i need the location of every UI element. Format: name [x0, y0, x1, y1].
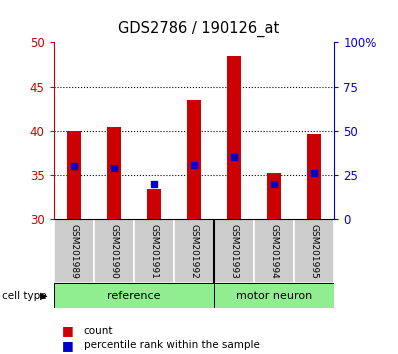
Bar — [67, 131, 81, 219]
Bar — [107, 126, 121, 219]
Bar — [307, 133, 321, 219]
Bar — [267, 172, 281, 219]
Text: cell type: cell type — [2, 291, 47, 301]
Bar — [227, 56, 241, 219]
Bar — [214, 283, 334, 308]
Text: GDS2786 / 190126_at: GDS2786 / 190126_at — [118, 21, 280, 37]
Text: motor neuron: motor neuron — [236, 291, 312, 301]
Text: count: count — [84, 326, 113, 336]
Bar — [54, 219, 94, 283]
Text: GSM201989: GSM201989 — [69, 224, 78, 279]
Text: GSM201995: GSM201995 — [310, 224, 319, 279]
Bar — [54, 283, 214, 308]
Text: ▶: ▶ — [40, 291, 47, 301]
Bar — [214, 219, 254, 283]
Bar — [294, 219, 334, 283]
Bar — [147, 188, 161, 219]
Text: GSM201992: GSM201992 — [189, 224, 199, 279]
Text: GSM201991: GSM201991 — [149, 224, 158, 279]
Text: ■: ■ — [62, 325, 74, 337]
Text: GSM201990: GSM201990 — [109, 224, 118, 279]
Bar — [94, 219, 134, 283]
Bar — [174, 219, 214, 283]
Bar — [134, 219, 174, 283]
Text: GSM201993: GSM201993 — [230, 224, 239, 279]
Bar — [187, 100, 201, 219]
Text: percentile rank within the sample: percentile rank within the sample — [84, 340, 259, 350]
Text: ■: ■ — [62, 339, 74, 352]
Text: reference: reference — [107, 291, 161, 301]
Text: GSM201994: GSM201994 — [270, 224, 279, 279]
Bar — [254, 219, 294, 283]
